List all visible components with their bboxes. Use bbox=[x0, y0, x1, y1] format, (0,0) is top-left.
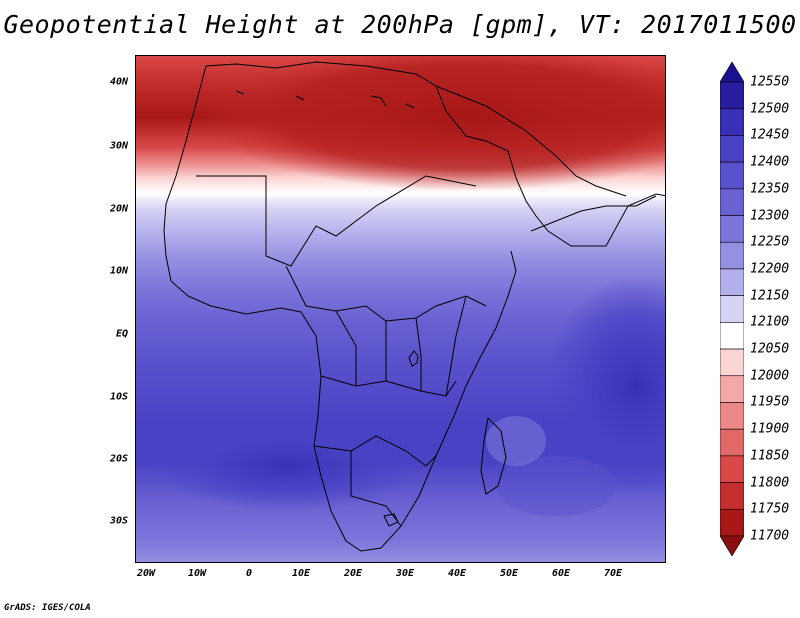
colorbar-level-label: 12350 bbox=[750, 181, 790, 197]
colorbar-level-label: 12150 bbox=[750, 288, 790, 304]
colorbar-swatch bbox=[720, 322, 744, 350]
lon-tick-10w: 10W bbox=[187, 568, 207, 579]
coastline-outlines bbox=[163, 61, 665, 552]
lon-tick-10e: 10E bbox=[291, 568, 311, 579]
lesotho-outline bbox=[383, 513, 399, 527]
vertical-borders bbox=[335, 295, 467, 397]
lon-tick-40e: 40E bbox=[447, 568, 467, 579]
colorbar-level-label: 12000 bbox=[750, 368, 790, 384]
colorbar-level-label: 11750 bbox=[750, 501, 790, 517]
colorbar-swatch bbox=[720, 348, 744, 377]
colorbar-swatch bbox=[720, 268, 744, 296]
field-map bbox=[136, 56, 665, 562]
north-coast-path bbox=[205, 61, 665, 247]
southern-borders bbox=[313, 435, 437, 467]
lon-tick-0: 0 bbox=[245, 568, 253, 579]
map-plot-area bbox=[135, 55, 666, 563]
colorbar-swatch bbox=[720, 81, 744, 110]
central-borders bbox=[320, 375, 457, 397]
lake-victoria bbox=[408, 350, 419, 367]
lat-tick-20n: 20N bbox=[109, 203, 128, 215]
colorbar-level-label: 12250 bbox=[750, 234, 790, 250]
africa-west-south-coast bbox=[163, 65, 517, 552]
colorbar-swatch bbox=[720, 295, 744, 323]
colorbar-level-label: 11950 bbox=[750, 394, 790, 410]
colorbar-swatch bbox=[720, 375, 744, 403]
colorbar-swatch bbox=[720, 188, 744, 216]
colorbar-swatch bbox=[720, 161, 744, 190]
colorbar-swatch bbox=[720, 482, 744, 510]
lat-tick-eq: EQ bbox=[115, 328, 128, 340]
colorbar-level-label: 12450 bbox=[750, 127, 790, 143]
colorbar-swatch bbox=[720, 241, 744, 270]
colorbar-level-label: 11900 bbox=[750, 421, 790, 437]
lon-tick-50e: 50E bbox=[499, 568, 519, 579]
colorbar-swatch bbox=[720, 108, 744, 136]
colorbar-level-label: 12200 bbox=[750, 261, 790, 277]
colorbar-level-label: 12550 bbox=[750, 74, 790, 90]
lat-tick-20s: 20S bbox=[109, 453, 128, 465]
lat-tick-10s: 10S bbox=[109, 391, 128, 403]
lon-tick-20w: 20W bbox=[136, 568, 156, 579]
colorbar-top-arrow bbox=[720, 62, 744, 83]
lat-tick-30s: 30S bbox=[109, 515, 128, 527]
colorbar-swatch bbox=[720, 402, 744, 430]
lon-tick-30e: 30E bbox=[395, 568, 415, 579]
colorbar-level-label: 12100 bbox=[750, 314, 790, 330]
lon-tick-20e: 20E bbox=[343, 568, 363, 579]
colorbar-level-label: 11700 bbox=[750, 528, 790, 544]
colorbar bbox=[720, 62, 744, 556]
colorbar-level-label: 12500 bbox=[750, 101, 790, 117]
sahara-borders bbox=[196, 175, 477, 267]
lat-tick-30n: 30N bbox=[109, 140, 128, 152]
lat-tick-10n: 10N bbox=[109, 265, 128, 277]
map-title: Geopotential Height at 200hPa [gpm], VT:… bbox=[3, 10, 797, 39]
madagascar-outline bbox=[480, 416, 507, 495]
arabia-coast bbox=[530, 195, 657, 232]
grads-credit: GrADS: IGES/COLA bbox=[4, 603, 91, 613]
colorbar-swatch bbox=[720, 135, 744, 163]
lon-tick-60e: 60E bbox=[551, 568, 571, 579]
colorbar-swatch bbox=[720, 215, 744, 243]
namibia-botswana-border bbox=[350, 451, 402, 527]
colorbar-level-label: 12050 bbox=[750, 341, 790, 357]
colorbar-level-label: 12300 bbox=[750, 208, 790, 224]
lat-tick-40n: 40N bbox=[109, 76, 128, 88]
colorbar-swatch bbox=[720, 455, 744, 483]
colorbar-level-label: 11850 bbox=[750, 448, 790, 464]
lon-tick-70e: 70E bbox=[603, 568, 623, 579]
mediterranean-islands bbox=[235, 90, 415, 109]
colorbar-level-label: 12400 bbox=[750, 154, 790, 170]
colorbar-bottom-arrow bbox=[720, 535, 744, 556]
middle-east-border bbox=[435, 85, 627, 197]
colorbar-level-label: 11800 bbox=[750, 475, 790, 491]
colorbar-swatch bbox=[720, 508, 744, 537]
colorbar-swatch bbox=[720, 428, 744, 457]
